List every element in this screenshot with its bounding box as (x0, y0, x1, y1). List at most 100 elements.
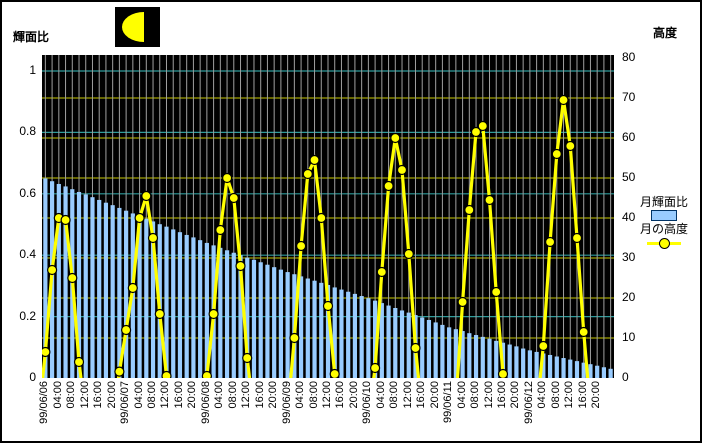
bar-illuminated-fraction (608, 368, 613, 378)
right-axis-tick-label: 70 (622, 90, 636, 104)
bar-illuminated-fraction (164, 226, 169, 378)
bar-illuminated-fraction (319, 282, 324, 378)
bar-illuminated-fraction (440, 324, 445, 378)
altitude-marker (491, 286, 502, 298)
bar-illuminated-fraction (278, 269, 283, 378)
x-axis-time-label: 16:00 (253, 381, 266, 409)
altitude-line (116, 195, 169, 378)
altitude-marker (120, 324, 132, 336)
altitude-marker (309, 154, 320, 166)
x-axis-time-label: 04:00 (374, 381, 387, 409)
x-axis-time-label: 08:00 (226, 381, 239, 409)
right-axis-title: 高度 (653, 26, 678, 40)
x-axis-time-label: 12:00 (401, 381, 414, 409)
altitude-marker (114, 366, 125, 377)
bar-illuminated-fraction (285, 272, 290, 378)
bar-illuminated-fraction (204, 242, 209, 378)
altitude-marker (46, 264, 58, 276)
left-axis-tick-label: 0.4 (19, 247, 36, 262)
altitude-marker (134, 212, 145, 224)
bar-illuminated-fraction (76, 191, 82, 378)
bar-illuminated-fraction (473, 335, 479, 378)
x-axis-time-label: 20:00 (186, 381, 199, 409)
altitude-marker (161, 370, 172, 378)
bar-illuminated-fraction (487, 338, 492, 378)
altitude-marker (222, 172, 233, 184)
bar-illuminated-fraction (144, 218, 149, 378)
x-axis-time-label: 12:00 (78, 381, 91, 409)
x-axis-time-label: 04:00 (294, 381, 307, 409)
bar-illuminated-fraction (406, 312, 411, 378)
x-axis-time-label: 08:00 (146, 381, 159, 409)
x-axis-time-label: 20:00 (428, 381, 441, 409)
bar-illuminated-fraction (251, 259, 257, 378)
bar-illuminated-fraction (346, 291, 351, 378)
x-axis-time-label: 12:00 (321, 381, 333, 409)
altitude-marker (464, 204, 475, 216)
bar-illuminated-fraction (568, 359, 573, 378)
bar-illuminated-fraction (352, 293, 358, 378)
bar-illuminated-fraction (298, 276, 304, 378)
bar-illuminated-fraction (245, 257, 250, 378)
legend-bar-label: 月輝面比 (639, 195, 688, 209)
left-axis-tick-label: 0.8 (19, 124, 36, 139)
x-axis-date-label: 99/06/11 (442, 381, 455, 424)
altitude-marker (390, 132, 401, 144)
left-axis-title: 輝面比 (13, 30, 50, 44)
x-axis-time-label: 04:00 (51, 381, 64, 409)
bar-illuminated-fraction (453, 329, 458, 378)
bar-illuminated-fraction (467, 333, 472, 378)
bar-illuminated-fraction (373, 300, 378, 378)
bar-illuminated-fraction (103, 202, 109, 378)
altitude-marker (376, 266, 387, 278)
bar-illuminated-fraction (366, 298, 371, 378)
x-axis-time-label: 08:00 (307, 381, 320, 409)
bar-illuminated-fraction (541, 353, 546, 378)
bar-illuminated-fraction (124, 210, 129, 378)
legend-bar-swatch-icon (651, 210, 677, 221)
x-axis-time-label: 16:00 (334, 381, 347, 409)
altitude-marker (370, 362, 381, 374)
bar-illuminated-fraction (534, 351, 539, 378)
right-axis-tick-label: 50 (622, 170, 636, 184)
bar-illuminated-fraction (198, 240, 203, 378)
right-axis-tick-label: 10 (622, 330, 636, 344)
bar-illuminated-fraction (97, 199, 102, 378)
bar-illuminated-fraction (426, 319, 432, 378)
bar-illuminated-fraction (90, 197, 95, 378)
bar-illuminated-fraction (238, 255, 243, 378)
bar-illuminated-fraction (514, 346, 519, 378)
x-axis-date-label: 99/06/12 (522, 381, 535, 424)
altitude-marker (73, 356, 85, 368)
bar-illuminated-fraction (171, 229, 176, 378)
x-axis-time-label: 12:00 (159, 381, 172, 409)
left-axis-tick-label: 0.6 (19, 185, 36, 200)
bar-illuminated-fraction (191, 237, 196, 378)
altitude-marker (497, 368, 509, 378)
left-axis-tick-label: 0 (29, 370, 36, 384)
legend-line-marker-icon (647, 237, 681, 250)
altitude-marker (538, 340, 549, 352)
bar-illuminated-fraction (258, 262, 263, 378)
bar-illuminated-fraction (339, 289, 344, 378)
altitude-marker (141, 190, 152, 202)
altitude-marker (201, 370, 212, 378)
right-axis-tick-label: 40 (622, 210, 636, 224)
x-axis-time-label: 04:00 (536, 381, 549, 409)
x-axis-date-label: 99/06/08 (199, 381, 212, 424)
altitude-marker (329, 368, 340, 378)
bar-illuminated-fraction (601, 367, 607, 378)
x-axis-time-label: 08:00 (549, 381, 562, 409)
x-axis-date-label: 99/06/06 (38, 381, 51, 424)
x-axis-time-label: 08:00 (388, 381, 401, 409)
bar-illuminated-fraction (150, 221, 156, 378)
x-axis-time-label: 08:00 (65, 381, 78, 409)
altitude-marker (565, 140, 576, 152)
bar-illuminated-fraction (561, 358, 566, 378)
altitude-marker (484, 194, 495, 206)
bar-illuminated-fraction (547, 354, 553, 378)
bar-illuminated-fraction (588, 364, 593, 378)
bar-illuminated-fraction (595, 365, 600, 378)
bar-illuminated-fraction (177, 232, 183, 378)
x-axis-time-label: 20:00 (267, 381, 280, 409)
